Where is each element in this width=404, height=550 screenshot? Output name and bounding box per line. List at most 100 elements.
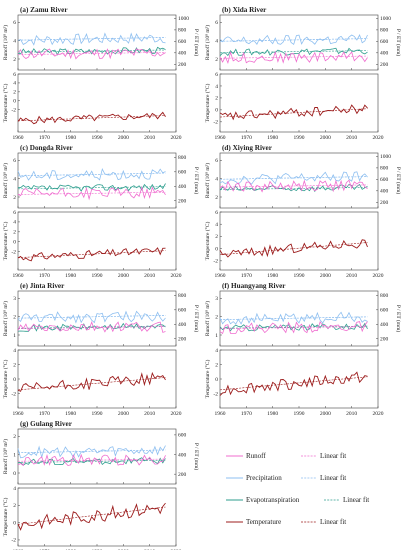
- runoff-tick-label: 2: [13, 195, 16, 201]
- temp-tick-label: 0: [215, 377, 218, 383]
- x-tick-label: 2000: [320, 411, 331, 417]
- chart-panels: (a) Zamu River2462004006008001000Runoff …: [2, 6, 402, 550]
- bottom-plot-frame: [219, 211, 379, 271]
- x-tick-label: 1980: [65, 135, 76, 141]
- temp-tick-label: 0: [215, 108, 218, 114]
- x-tick-label: 2020: [373, 135, 384, 141]
- panel-title: (a) Zamu River: [20, 6, 68, 14]
- runoff-tick-label: 2: [13, 57, 16, 63]
- temperature-fit: [17, 115, 166, 122]
- bottom-plot-frame: [17, 211, 177, 271]
- pet-tick-label: 200: [380, 337, 389, 343]
- top-plot-frame: [17, 290, 177, 347]
- pet-tick-label: 200: [178, 337, 187, 343]
- temp-tick-label: 4: [215, 84, 218, 90]
- pet-tick-label: 1000: [380, 154, 391, 160]
- temp-tick-label: 6: [13, 210, 16, 216]
- pet-tick-label: 600: [178, 39, 187, 45]
- temperature-line: [219, 239, 368, 258]
- runoff-tick-label: 6: [13, 20, 16, 26]
- runoff-line: [219, 320, 368, 335]
- pet-tick-label: 800: [380, 293, 389, 299]
- pet-axis-label: P / ET (mm): [193, 29, 200, 57]
- pet-tick-label: 200: [380, 62, 389, 68]
- x-tick-label: 2010: [144, 273, 155, 279]
- legend-label: Evapotranspiration: [246, 496, 300, 504]
- pet-axis-label: P / ET (mm): [193, 443, 200, 471]
- runoff-axis-label: Runoff (10⁸ m³): [204, 301, 211, 336]
- runoff-tick-label: 1: [13, 452, 16, 458]
- x-tick-label: 2000: [118, 135, 129, 141]
- temp-tick-label: -2: [11, 538, 16, 544]
- x-tick-label: 1990: [294, 411, 305, 417]
- pet-tick-label: 1000: [178, 16, 189, 22]
- pet-tick-label: 1000: [380, 16, 391, 22]
- temp-axis-label: Temperature (°C): [2, 498, 9, 537]
- runoff-tick-label: 4: [215, 176, 218, 182]
- x-tick-label: 2010: [346, 273, 357, 279]
- temp-tick-label: 2: [13, 90, 16, 96]
- x-tick-label: 1970: [241, 135, 252, 141]
- panel-title: (f) Huangyang River: [222, 282, 286, 290]
- temperature-fit: [219, 108, 368, 118]
- runoff-fit: [219, 184, 368, 188]
- temp-tick-label: 0: [13, 99, 16, 105]
- panel-title: (d) Xiying River: [222, 144, 273, 152]
- temp-tick-label: 2: [215, 362, 218, 368]
- pet-axis-label: P / ET (mm): [395, 305, 402, 333]
- x-tick-label: 1990: [92, 273, 103, 279]
- temperature-line: [17, 111, 166, 125]
- temp-tick-label: -2: [213, 259, 218, 265]
- precipitation-line: [17, 32, 166, 46]
- pet-axis-label: P / ET (mm): [193, 305, 200, 333]
- runoff-tick-label: 6: [215, 158, 218, 164]
- runoff-tick-label: 2: [215, 57, 218, 63]
- temp-tick-label: -2: [11, 107, 16, 113]
- temperature-line: [219, 104, 368, 121]
- panel-0: (a) Zamu River 2 4 6 200 400 600 800 1000 Runoff …: [2, 6, 200, 141]
- pet-axis-label: P / ET (mm): [395, 167, 402, 195]
- temp-tick-label: 2: [215, 234, 218, 240]
- x-tick-label: 1990: [294, 273, 305, 279]
- pet-tick-label: 800: [380, 166, 389, 172]
- evapotranspiration-fit: [17, 460, 166, 463]
- legend-fit-label: Linear fit: [320, 452, 346, 460]
- runoff-tick-label: 4: [215, 38, 218, 44]
- temp-tick-label: 0: [13, 520, 16, 526]
- runoff-tick-label: 2: [13, 314, 16, 320]
- evapotranspiration-fit: [219, 325, 368, 329]
- x-tick-label: 2020: [373, 273, 384, 279]
- precipitation-fit-line: [219, 38, 368, 42]
- legend-fit-label: Linear fit: [320, 518, 346, 526]
- precipitation-fit-line: [219, 176, 368, 180]
- x-tick-label: 1990: [92, 411, 103, 417]
- bottom-plot-frame: [219, 73, 379, 133]
- temp-tick-label: 2: [13, 230, 16, 236]
- x-tick-label: 2020: [373, 411, 384, 417]
- panel-title: (b) Xida River: [222, 6, 267, 14]
- bottom-plot-frame: [17, 349, 177, 409]
- runoff-tick-label: 1: [13, 333, 16, 339]
- temp-tick-label: 2: [13, 503, 16, 509]
- legend-label: Temperature: [246, 518, 281, 526]
- pet-tick-label: 400: [380, 322, 389, 328]
- pet-tick-label: 600: [178, 308, 187, 314]
- pet-tick-label: 200: [380, 200, 389, 206]
- x-tick-label: 1970: [39, 273, 50, 279]
- x-tick-label: 2010: [346, 411, 357, 417]
- temp-axis-label: Temperature (°C): [204, 222, 211, 261]
- precipitation-fit-line: [219, 316, 368, 320]
- x-tick-label: 1980: [267, 135, 278, 141]
- bottom-plot-frame: [17, 487, 177, 547]
- runoff-fit: [219, 326, 368, 330]
- pet-axis-label: P / ET (mm): [395, 29, 402, 57]
- legend-entry: Precipitation Linear fit: [226, 474, 346, 482]
- panel-1: (b) Xida River 2 4 6 200 400 600 800 1000 Runoff …: [204, 6, 402, 141]
- runoff-fit: [219, 55, 368, 59]
- runoff-tick-label: 2: [215, 195, 218, 201]
- x-tick-label: 2000: [320, 135, 331, 141]
- legend-entry: Temperature Linear fit: [226, 518, 346, 526]
- runoff-line: [17, 320, 166, 333]
- runoff-tick-label: 3: [215, 296, 218, 302]
